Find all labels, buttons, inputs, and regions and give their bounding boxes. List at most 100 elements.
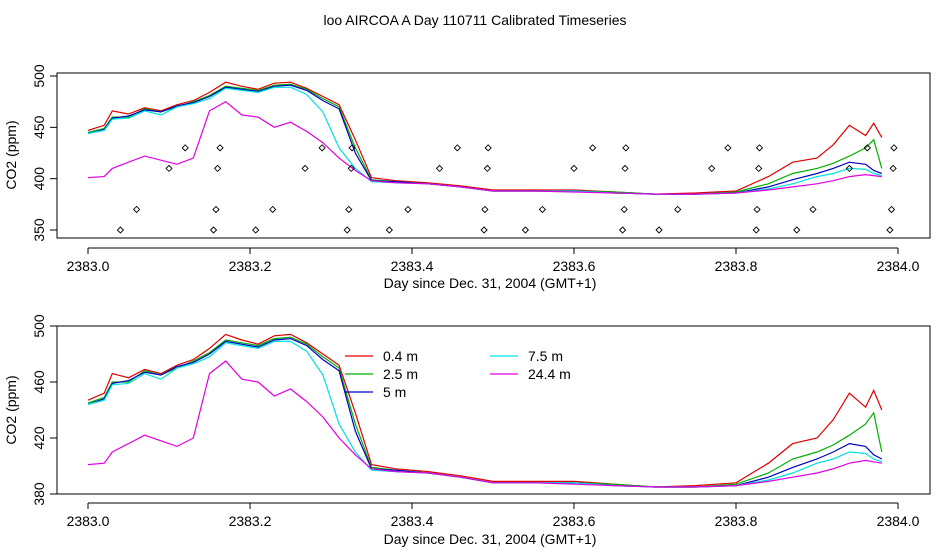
top-x-tick-label: 2383.6 — [553, 258, 596, 274]
top-x-axis-label: Day since Dec. 31, 2004 (GMT+1) — [384, 275, 597, 291]
marker-diamond — [570, 164, 578, 173]
marker-diamond — [620, 205, 628, 214]
bottom-y-tick-label: 380 — [31, 482, 47, 506]
legend-entry: 0.4 m — [383, 348, 418, 364]
marker-diamond — [887, 205, 896, 214]
bottom-series-2-5-m-line — [87, 336, 883, 488]
bottom-y-axis: 380 420 460 500 — [31, 314, 58, 506]
marker-diamond — [435, 164, 444, 173]
top-series-0-4-m-line — [87, 81, 883, 195]
top-y-axis: 350 400 450 500 — [31, 64, 58, 242]
marker-diamond — [863, 144, 871, 152]
top-y-tick-label: 500 — [31, 64, 47, 88]
legend-entry: 2.5 m — [383, 366, 418, 382]
top-markers-group — [116, 144, 898, 234]
marker-diamond — [724, 144, 732, 152]
bottom-x-axis-label: Day since Dec. 31, 2004 (GMT+1) — [384, 531, 597, 547]
marker-diamond — [622, 144, 630, 152]
top-x-tick-label: 2383.0 — [67, 258, 110, 274]
marker-diamond — [404, 205, 412, 214]
top-x-tick-label: 2383.4 — [391, 258, 434, 274]
marker-diamond — [385, 226, 393, 234]
top-series-24-4-m-line — [87, 100, 882, 195]
marker-diamond — [618, 226, 627, 234]
marker-diamond — [890, 144, 898, 152]
marker-diamond — [301, 164, 309, 173]
top-y-tick-label: 450 — [31, 115, 47, 139]
bottom-y-tick-label: 460 — [31, 370, 47, 394]
top-y-axis-label: CO2 (ppm) — [3, 120, 19, 189]
marker-diamond — [481, 205, 489, 214]
legend-entry: 7.5 m — [528, 348, 563, 364]
marker-diamond — [752, 226, 760, 234]
bottom-y-axis-label: CO2 (ppm) — [3, 375, 19, 444]
bottom-plot-frame — [56, 325, 931, 495]
bottom-x-tick-label: 2383.2 — [229, 513, 272, 529]
marker-diamond — [318, 144, 326, 152]
marker-diamond — [655, 226, 663, 234]
marker-diamond — [538, 205, 547, 214]
top-series-2-5-m-line — [87, 83, 883, 195]
marker-diamond — [116, 226, 125, 234]
marker-diamond — [269, 205, 277, 214]
marker-diamond — [484, 144, 492, 152]
marker-diamond — [588, 144, 597, 152]
top-x-tick-label: 2383.2 — [229, 258, 272, 274]
bottom-series-group — [87, 333, 883, 488]
bottom-x-tick-label: 2383.0 — [67, 513, 110, 529]
marker-diamond — [708, 164, 716, 173]
marker-diamond — [216, 144, 224, 152]
marker-diamond — [521, 226, 530, 234]
marker-diamond — [165, 164, 173, 173]
marker-diamond — [252, 226, 260, 234]
legend-entry: 5 m — [383, 384, 406, 400]
bottom-series-24-4-m-line — [87, 360, 882, 488]
top-y-tick-label: 400 — [31, 167, 47, 191]
legend-entry: 24.4 m — [528, 366, 571, 382]
marker-diamond — [809, 205, 817, 214]
bottom-y-tick-label: 420 — [31, 426, 47, 450]
top-series-group — [87, 81, 883, 195]
marker-diamond — [347, 164, 355, 173]
marker-diamond — [209, 226, 218, 234]
marker-diamond — [348, 144, 356, 152]
marker-diamond — [343, 226, 351, 234]
top-series-7-5-m-line — [87, 86, 882, 195]
top-series-5-m-line — [87, 84, 883, 195]
marker-diamond — [480, 226, 488, 234]
marker-diamond — [674, 205, 682, 214]
marker-diamond — [345, 205, 353, 214]
marker-diamond — [886, 226, 894, 234]
top-y-tick-label: 350 — [31, 218, 47, 242]
bottom-series-7-5-m-line — [87, 340, 882, 488]
marker-diamond — [212, 205, 220, 214]
top-x-tick-label: 2383.8 — [715, 258, 758, 274]
marker-diamond — [889, 164, 897, 173]
top-x-axis: 2383.0 2383.2 2383.4 2383.6 2383.8 2384.0 — [67, 247, 920, 274]
marker-diamond — [483, 164, 491, 173]
marker-diamond — [132, 205, 141, 214]
marker-diamond — [755, 164, 763, 173]
marker-diamond — [621, 164, 629, 173]
top-plot-frame — [56, 72, 931, 239]
marker-diamond — [181, 144, 189, 152]
bottom-x-tick-label: 2384.0 — [877, 513, 920, 529]
bottom-x-tick-label: 2383.4 — [391, 513, 434, 529]
top-x-tick-label: 2384.0 — [877, 258, 920, 274]
marker-diamond — [453, 144, 461, 152]
bottom-series-5-m-line — [87, 337, 883, 488]
legend: 0.4 m 2.5 m 5 m 7.5 m 24.4 m — [345, 348, 571, 400]
figure-title: loo AIRCOA A Day 110711 Calibrated Times… — [324, 12, 627, 28]
bottom-y-tick-label: 500 — [31, 314, 47, 338]
bottom-x-tick-label: 2383.8 — [715, 513, 758, 529]
marker-diamond — [213, 164, 222, 173]
marker-diamond — [753, 205, 761, 214]
marker-diamond — [793, 226, 801, 234]
bottom-series-0-4-m-line — [87, 333, 883, 488]
bottom-x-tick-label: 2383.6 — [553, 513, 596, 529]
marker-diamond — [845, 164, 854, 173]
bottom-x-axis: 2383.0 2383.2 2383.4 2383.6 2383.8 2384.0 — [67, 502, 920, 529]
